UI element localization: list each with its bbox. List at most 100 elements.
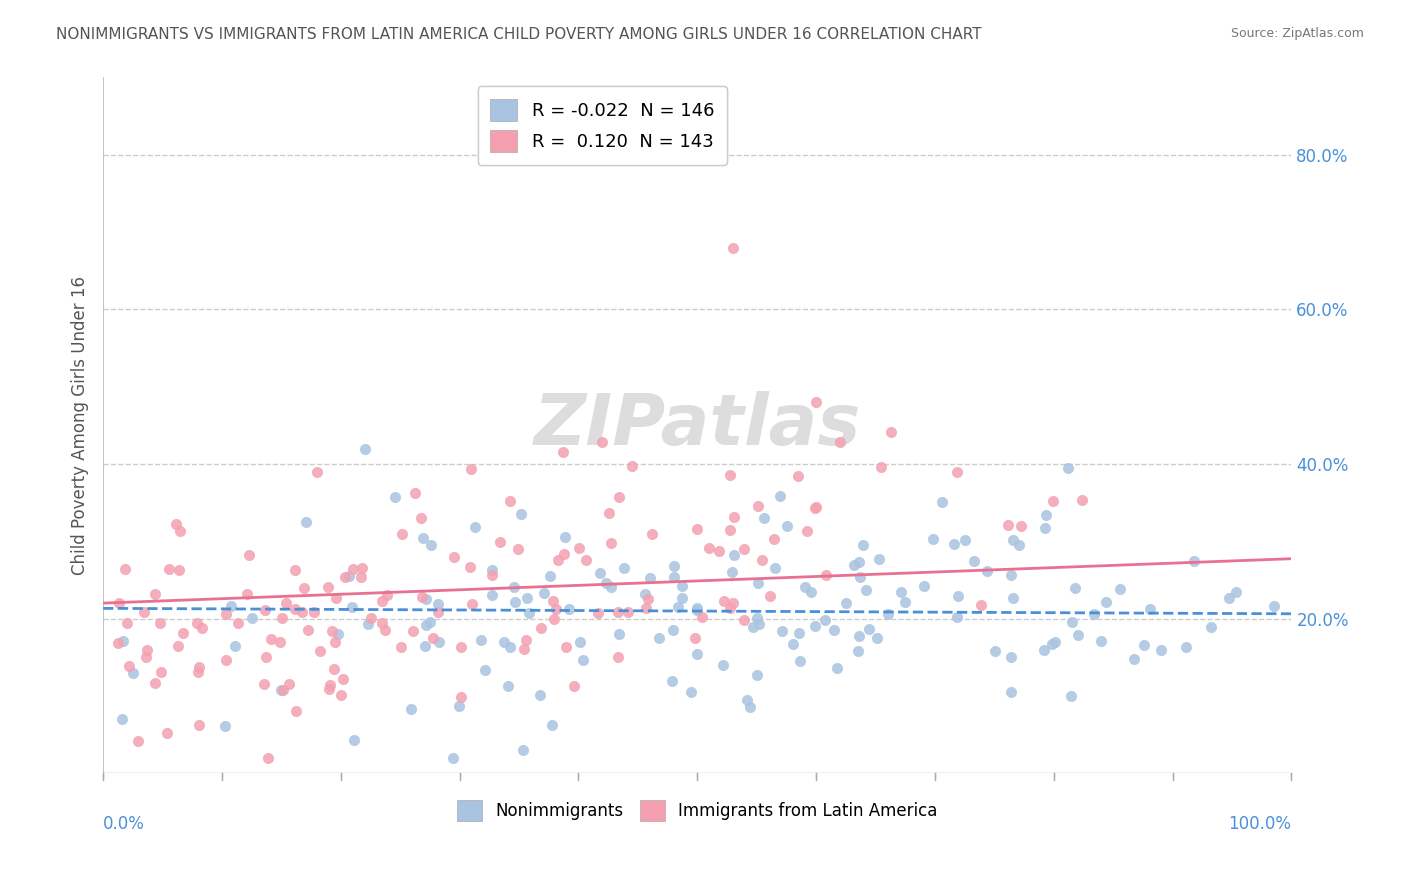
Point — [1043, 635, 1066, 649]
Point — [825, 661, 848, 675]
Point — [751, 553, 773, 567]
Point — [278, 676, 301, 690]
Point — [799, 585, 821, 599]
Point — [752, 511, 775, 525]
Point — [384, 490, 406, 504]
Point — [711, 657, 734, 672]
Point — [402, 624, 425, 639]
Point — [464, 520, 486, 534]
Point — [681, 685, 703, 699]
Point — [721, 240, 744, 254]
Point — [1042, 493, 1064, 508]
Point — [607, 605, 630, 619]
Point — [449, 698, 471, 713]
Legend: R = -0.022  N = 146, R =  0.120  N = 143: R = -0.022 N = 146, R = 0.120 N = 143 — [478, 87, 727, 165]
Point — [804, 395, 827, 409]
Point — [661, 674, 683, 689]
Point — [745, 610, 768, 624]
Point — [309, 644, 332, 658]
Point — [976, 565, 998, 579]
Point — [662, 570, 685, 584]
Point — [723, 510, 745, 524]
Point — [427, 635, 450, 649]
Point — [415, 618, 437, 632]
Point — [114, 562, 136, 576]
Point — [848, 555, 870, 569]
Point — [634, 601, 657, 615]
Point — [136, 642, 159, 657]
Point — [733, 614, 755, 628]
Point — [253, 677, 276, 691]
Point — [943, 537, 966, 551]
Point — [1175, 640, 1198, 654]
Point — [517, 606, 540, 620]
Point — [782, 637, 804, 651]
Point — [1057, 461, 1080, 475]
Point — [671, 579, 693, 593]
Point — [305, 466, 328, 480]
Point — [720, 523, 742, 537]
Point — [796, 524, 818, 538]
Point — [188, 660, 211, 674]
Point — [718, 467, 741, 482]
Point — [481, 588, 503, 602]
Point — [530, 622, 553, 636]
Point — [600, 581, 623, 595]
Point — [108, 596, 131, 610]
Point — [224, 639, 246, 653]
Point — [984, 644, 1007, 658]
Point — [323, 635, 346, 649]
Point — [666, 599, 689, 614]
Point — [1060, 690, 1083, 704]
Point — [1071, 493, 1094, 508]
Point — [721, 596, 744, 610]
Point — [412, 531, 434, 545]
Point — [411, 511, 433, 525]
Point — [634, 587, 657, 601]
Point — [470, 632, 492, 647]
Point — [274, 596, 297, 610]
Point — [374, 623, 396, 637]
Point — [474, 663, 496, 677]
Point — [721, 565, 744, 579]
Point — [786, 469, 808, 483]
Point — [284, 602, 307, 616]
Point — [352, 560, 374, 574]
Point — [221, 599, 243, 613]
Point — [922, 532, 945, 546]
Point — [513, 641, 536, 656]
Point — [321, 624, 343, 638]
Point — [1094, 595, 1116, 609]
Text: Source: ZipAtlas.com: Source: ZipAtlas.com — [1230, 27, 1364, 40]
Point — [588, 566, 610, 580]
Point — [1090, 633, 1112, 648]
Point — [415, 639, 437, 653]
Point — [621, 458, 644, 473]
Point — [842, 558, 865, 573]
Point — [505, 595, 527, 609]
Point — [890, 585, 912, 599]
Point — [868, 551, 890, 566]
Point — [562, 679, 585, 693]
Point — [391, 527, 413, 541]
Point — [575, 553, 598, 567]
Point — [127, 734, 149, 748]
Point — [356, 616, 378, 631]
Point — [342, 561, 364, 575]
Point — [1225, 585, 1247, 599]
Point — [747, 576, 769, 591]
Point — [332, 673, 354, 687]
Point — [318, 681, 340, 696]
Point — [671, 591, 693, 605]
Point — [271, 611, 294, 625]
Point — [135, 650, 157, 665]
Point — [1000, 685, 1022, 699]
Point — [340, 600, 363, 615]
Point — [419, 615, 441, 629]
Point — [498, 493, 520, 508]
Point — [253, 602, 276, 616]
Point — [588, 606, 610, 620]
Point — [509, 508, 531, 522]
Point — [169, 524, 191, 539]
Point — [515, 633, 537, 648]
